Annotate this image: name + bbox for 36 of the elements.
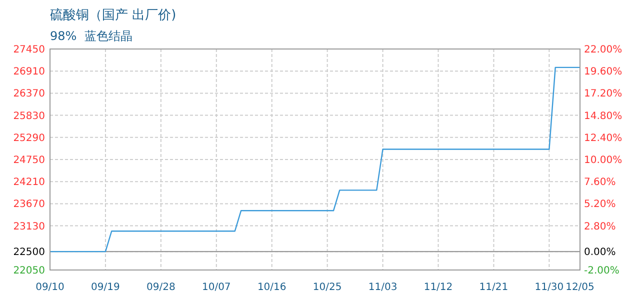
y2-tick-label: 2.80% <box>584 221 616 232</box>
y-tick-label: 23670 <box>13 199 45 210</box>
y-tick-label: 27450 <box>13 44 45 56</box>
y2-tick-label: 12.40% <box>584 132 622 144</box>
y-tick-label: 22500 <box>13 247 45 258</box>
x-tick-label: 11/30 <box>534 282 564 293</box>
y2-tick-label: 19.60% <box>584 66 622 78</box>
y2-tick-label: 17.20% <box>584 88 622 100</box>
x-tick-label: 12/05 <box>566 282 594 293</box>
y-tick-label: 26910 <box>13 66 45 78</box>
x-tick-label: 11/21 <box>479 282 508 293</box>
x-tick-label: 10/25 <box>312 282 342 293</box>
y-tick-label: 25830 <box>13 110 45 122</box>
y-tick-label: 26370 <box>13 88 45 100</box>
x-tick-label: 11/03 <box>368 282 398 293</box>
chart-subtitle: 98% 蓝色结晶 <box>50 29 132 43</box>
chart-title: 硫酸铜（国产 出厂价) <box>50 8 176 23</box>
y-tick-label: 23130 <box>13 221 45 232</box>
y2-tick-label: 5.20% <box>584 199 616 210</box>
y2-tick-label: 10.00% <box>584 155 622 166</box>
y-tick-label: 22050 <box>13 266 45 276</box>
x-tick-label: 11/12 <box>424 282 453 293</box>
y-tick-label: 24210 <box>13 177 45 188</box>
x-tick-label: 09/19 <box>91 282 120 293</box>
x-tick-label: 10/07 <box>202 282 231 293</box>
y2-tick-label: 7.60% <box>584 177 616 188</box>
x-tick-label: 10/16 <box>257 282 286 293</box>
y2-tick-label: -2.00% <box>584 266 620 276</box>
y2-tick-label: 14.80% <box>584 110 622 122</box>
x-tick-label: 09/10 <box>36 282 64 293</box>
x-tick-label: 09/28 <box>146 282 176 293</box>
y-tick-label: 25290 <box>13 132 45 144</box>
y2-tick-label: 22.00% <box>584 44 622 56</box>
line-series <box>49 66 581 252</box>
y2-tick-label: 0.00% <box>584 247 616 258</box>
y-tick-label: 24750 <box>13 155 45 166</box>
